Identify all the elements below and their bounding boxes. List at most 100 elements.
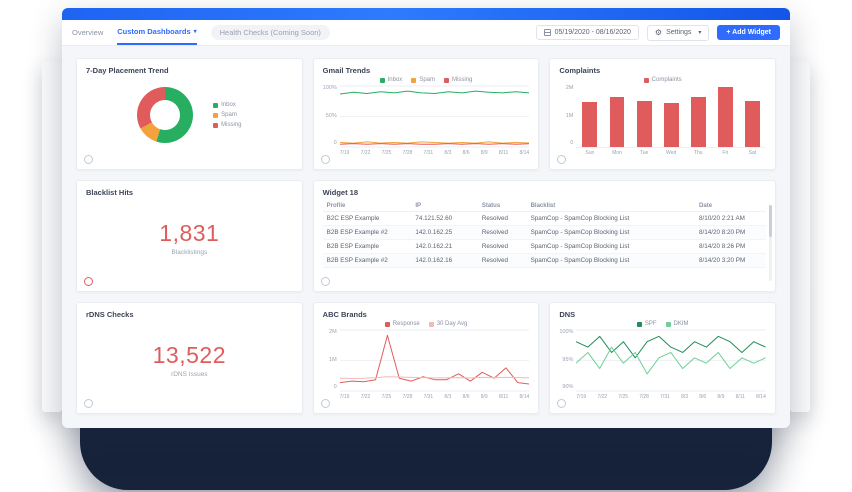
placement-donut-chart — [137, 87, 194, 143]
tab-overview[interactable]: Overview — [72, 28, 104, 37]
widget-info-icon[interactable] — [84, 277, 93, 286]
bar — [744, 100, 760, 147]
x-tick: 7/31 — [423, 150, 434, 156]
table-cell: 8/14/20 8:20 PM — [695, 225, 766, 240]
donut-wrap: Inbox Spam Missing — [86, 75, 293, 165]
widget-info-icon[interactable] — [557, 399, 567, 408]
table-cell: SpamCop - SpamCop Blocking List — [526, 211, 696, 226]
gmail-legend: Inbox Spam Missing — [323, 77, 530, 83]
widget-info-icon[interactable] — [320, 277, 330, 286]
widget-title: Blacklist Hits — [86, 188, 134, 197]
widget-info-icon[interactable] — [557, 155, 567, 164]
legend-label: Complaints — [651, 77, 682, 83]
legend-label: 30 Day Avg — [436, 321, 468, 327]
table-cell: B2B ESP Example #2 — [322, 253, 412, 268]
legend-swatch — [213, 102, 219, 108]
y-axis-labels: 2M 1M 0 — [559, 85, 574, 156]
tab-custom-dashboards[interactable]: Custom Dashboards ▾ — [117, 20, 197, 45]
widget-grid: 7-Day Placement Trend Inbox Spam Missing G… — [76, 58, 776, 414]
tab-health-checks[interactable]: Health Checks (Coming Soon) — [210, 25, 330, 40]
widget-footer — [84, 399, 93, 408]
widget-complaints: Complaints Complaints 2M 1M 0 Sun Mon Tue Wed T… — [549, 58, 776, 170]
widget-footer — [557, 155, 567, 164]
widget-dns: DNS SPF DKIM 100% 95% 90% 7/19 7/22 7/25 7/28 7/… — [549, 302, 776, 414]
widget-footer — [84, 155, 93, 164]
bar — [609, 97, 625, 147]
scrollbar-thumb[interactable] — [769, 205, 772, 237]
y-tick: 1M — [329, 356, 337, 363]
x-tick: 7/31 — [423, 394, 434, 400]
y-tick: 95% — [562, 356, 574, 363]
table-row[interactable]: B2C ESP Example 74.121.52.60 Resolved SpamC… — [322, 211, 766, 226]
toolbar-controls: 05/19/2020 - 08/16/2020 ⚙ Settings ▾ + A… — [535, 24, 780, 41]
table-cell: Resolved — [477, 211, 527, 226]
table-row[interactable]: B2B ESP Example 142.0.162.21 Resolved SpamC… — [322, 239, 766, 254]
widget-info-icon[interactable] — [320, 155, 330, 164]
x-tick: 8/11 — [735, 394, 745, 400]
y-axis-labels: 100% 50% 0 — [323, 85, 337, 156]
bar — [663, 102, 679, 147]
x-tick: Sun — [585, 150, 595, 156]
table-row[interactable]: B2B ESP Example #2 142.0.162.16 Resolved Sp… — [322, 253, 766, 268]
add-widget-button[interactable]: + Add Widget — [717, 25, 780, 40]
widget-title: Widget 18 — [322, 188, 359, 197]
x-axis-labels: 7/19 7/22 7/25 7/28 7/31 8/3 8/6 8/9 8/11 8/14 — [340, 150, 530, 156]
toolbar: Overview Custom Dashboards ▾ Health Chec… — [62, 20, 790, 46]
legend-label: SPF — [644, 321, 657, 327]
widget-abc-brands: ABC Brands Response 30 Day Avg 2M 1M 0 7/19 7… — [312, 302, 540, 414]
widget-gmail-trends: Gmail Trends Inbox Spam Missing 100% 50% 0 7/… — [312, 58, 540, 170]
legend-label: Missing — [452, 77, 473, 83]
table-row[interactable]: B2B ESP Example #2 142.0.162.25 Resolved Sp… — [322, 225, 766, 240]
bar-column — [576, 85, 603, 147]
widget-info-icon[interactable] — [320, 399, 330, 408]
chevron-down-icon: ▾ — [193, 28, 197, 35]
widget-footer — [320, 277, 330, 286]
stacked-sheet-right — [790, 62, 810, 412]
widget-title: 7-Day Placement Trend — [86, 66, 169, 75]
legend-label: DKIM — [673, 321, 689, 327]
x-tick: 8/9 — [717, 394, 725, 400]
widget-info-icon[interactable] — [84, 399, 93, 408]
x-tick: 8/6 — [699, 394, 707, 400]
legend-item: Response — [384, 321, 420, 327]
legend-swatch — [636, 321, 642, 327]
table-scrollbar[interactable] — [769, 205, 772, 281]
widget-footer — [557, 399, 567, 408]
widget-info-icon[interactable] — [84, 155, 93, 164]
x-tick: 8/9 — [480, 394, 488, 400]
legend-item: DKIM — [665, 321, 689, 327]
table-cell: 142.0.162.25 — [411, 225, 478, 240]
bar-column — [712, 85, 739, 147]
x-tick: Mon — [612, 150, 622, 156]
y-tick: 50% — [325, 112, 337, 119]
plot-column: 7/19 7/22 7/25 7/28 7/31 8/3 8/6 8/9 8/11 8/14 — [339, 329, 530, 400]
x-tick: Wed — [666, 150, 677, 156]
plot-area — [576, 329, 766, 392]
column-header: Date — [695, 201, 766, 212]
x-tick: 7/31 — [660, 394, 670, 400]
widget-title: ABC Brands — [322, 310, 367, 319]
dashboard-content: 7-Day Placement Trend Inbox Spam Missing G… — [62, 46, 790, 426]
big-number-wrap: 1,831 Blacklistings — [86, 197, 293, 287]
x-tick: 8/6 — [462, 394, 470, 400]
x-tick: 8/3 — [444, 150, 452, 156]
widget-footer — [320, 399, 330, 408]
plot-area — [339, 85, 530, 148]
table-cell: 8/14/20 8:26 PM — [695, 239, 766, 254]
table-header-row: Profile IP Status Blacklist Date — [322, 201, 766, 212]
legend-item: Spam — [213, 112, 241, 118]
complaints-legend: Complaints — [559, 77, 766, 83]
y-tick: 2M — [565, 85, 574, 91]
y-tick: 90% — [562, 384, 574, 390]
date-range-picker[interactable]: 05/19/2020 - 08/16/2020 — [535, 25, 639, 40]
gear-icon: ⚙ — [654, 27, 663, 37]
x-tick: 7/28 — [402, 394, 413, 400]
settings-button[interactable]: ⚙ Settings ▾ — [646, 24, 710, 41]
top-accent-bar — [62, 8, 790, 20]
x-tick: 7/19 — [339, 150, 350, 156]
x-tick: 8/3 — [681, 394, 689, 400]
bars — [576, 85, 766, 148]
x-tick: Thu — [693, 150, 703, 156]
table-cell: SpamCop - SpamCop Blocking List — [526, 225, 696, 240]
x-tick: 8/14 — [519, 150, 530, 156]
